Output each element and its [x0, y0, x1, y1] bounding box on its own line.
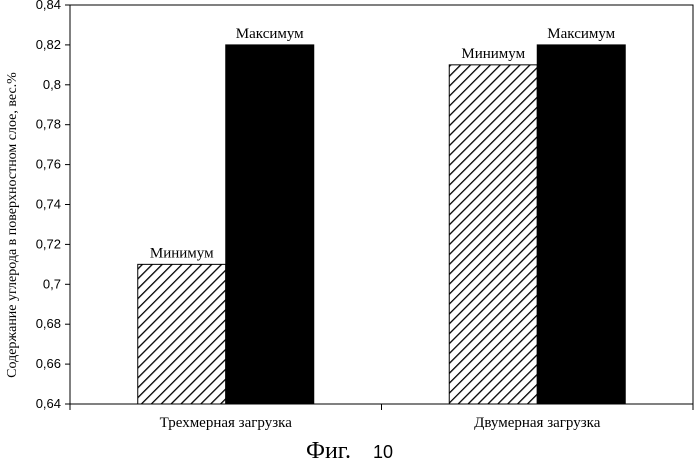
bar-label: Максимум: [547, 26, 615, 42]
y-tick-label: 0,84: [36, 0, 61, 12]
y-tick-label: 0,64: [36, 396, 61, 411]
y-tick-label: 0,82: [36, 37, 61, 52]
y-tick-labels: 0,64 0,66 0,68 0,7 0,72 0,74 0,76 0,78 0,8 0,82 0,…: [36, 0, 70, 411]
y-tick-label: 0,76: [36, 157, 61, 172]
figure-number: 10: [373, 442, 393, 462]
figure-caption: Фиг.: [306, 438, 351, 464]
bar-maximum: [226, 45, 314, 404]
bar-label: Минимум: [150, 245, 214, 261]
y-axis-title: Содержание углерода в поверхностном слое…: [5, 72, 20, 378]
y-tick-label: 0,68: [36, 316, 61, 331]
category-labels: Трехмерная загрузка Двумерная загрузка: [160, 415, 601, 431]
category-label: Двумерная загрузка: [474, 415, 601, 431]
bar-label: Максимум: [236, 26, 304, 42]
bar-minimum: [138, 264, 226, 404]
y-tick-label: 0,7: [43, 276, 61, 291]
y-tick-label: 0,74: [36, 197, 61, 212]
bars: [138, 45, 626, 404]
x-axis-ticks: [70, 404, 693, 410]
y-tick-label: 0,78: [36, 117, 61, 132]
category-label: Трехмерная загрузка: [160, 415, 293, 431]
y-tick-label: 0,8: [43, 77, 61, 92]
bar-minimum: [449, 65, 537, 404]
bar-label: Минимум: [461, 46, 525, 62]
y-tick-label: 0,66: [36, 356, 61, 371]
bar-maximum: [537, 45, 625, 404]
y-tick-label: 0,72: [36, 236, 61, 251]
